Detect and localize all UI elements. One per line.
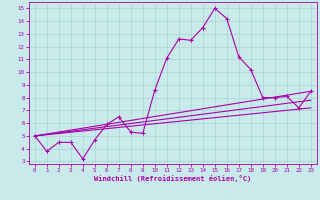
X-axis label: Windchill (Refroidissement éolien,°C): Windchill (Refroidissement éolien,°C) [94,175,252,182]
